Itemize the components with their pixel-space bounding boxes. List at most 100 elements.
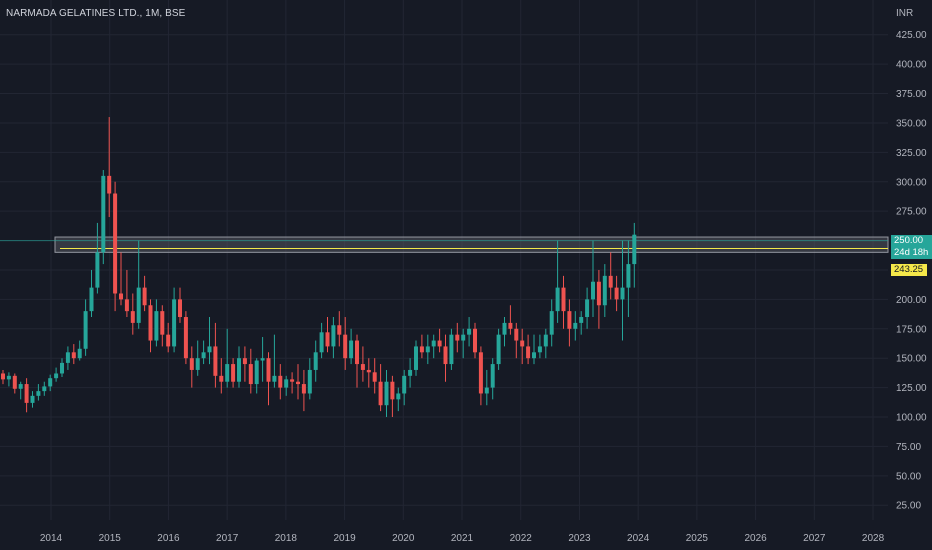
candle-body	[130, 311, 135, 323]
time-tick-label: 2018	[275, 533, 298, 544]
candle-body	[307, 369, 312, 394]
candle-body	[83, 311, 88, 349]
price-tick-label: 200.00	[896, 295, 927, 306]
candle-body	[290, 379, 295, 382]
candle-body	[195, 358, 200, 370]
candle-body	[378, 381, 383, 406]
candle-body	[254, 360, 259, 385]
candle-body	[443, 346, 448, 365]
candle-body	[579, 317, 584, 323]
candle-body	[496, 334, 501, 365]
price-tick-label: 75.00	[896, 442, 921, 453]
candle-body	[449, 334, 454, 365]
candle-body	[42, 386, 47, 392]
candle-body	[425, 346, 430, 353]
price-tick-label: 350.00	[896, 118, 927, 129]
candle-body	[248, 364, 253, 385]
candle-body	[142, 287, 147, 306]
candle-body	[561, 287, 566, 312]
price-tick-label: 275.00	[896, 207, 927, 218]
candle-body	[473, 328, 477, 353]
candle-body	[626, 264, 631, 288]
candle-body	[372, 372, 377, 382]
price-tick-label: 300.00	[896, 177, 927, 188]
price-tick-label: 125.00	[896, 383, 927, 394]
candle-body	[30, 395, 35, 403]
candle-body	[591, 281, 595, 300]
candle-body	[301, 384, 306, 394]
candle-body	[154, 311, 159, 341]
level-price-badge: 243.25	[891, 264, 927, 276]
time-tick-label: 2026	[744, 533, 767, 544]
candle-body	[520, 340, 525, 347]
candle-body	[166, 334, 171, 347]
time-tick-label: 2019	[333, 533, 356, 544]
candle-body	[36, 391, 41, 396]
candle-body	[160, 311, 165, 335]
price-zone-rectangle[interactable]	[54, 236, 889, 253]
candle-body	[549, 311, 554, 335]
candle-body	[384, 381, 389, 406]
symbol-title[interactable]: NARMADA GELATINES LTD., 1M, BSE	[6, 8, 186, 19]
price-tick-label: 425.00	[896, 30, 927, 41]
candle-body	[242, 358, 247, 365]
candle-body	[189, 358, 194, 370]
candle-body	[343, 334, 348, 359]
price-tick-label: 150.00	[896, 354, 927, 365]
time-tick-label: 2014	[40, 533, 63, 544]
candle-body	[54, 373, 59, 379]
time-tick-label: 2020	[392, 533, 415, 544]
candle-body	[349, 340, 354, 359]
price-tick-label: 25.00	[896, 501, 921, 512]
candle-body	[396, 393, 401, 400]
candle-body	[278, 375, 283, 388]
candle-body	[596, 281, 601, 306]
price-tick-label: 100.00	[896, 413, 927, 424]
candle-body	[402, 375, 407, 394]
candle-body	[555, 287, 560, 312]
time-tick-label: 2015	[99, 533, 122, 544]
candle-body	[124, 299, 129, 312]
time-axis[interactable]: 2014 2015 2016 2017 2018 2019 2020 2021 2022 2023…	[40, 533, 885, 544]
candle-body	[1, 373, 5, 380]
candle-body	[296, 381, 300, 385]
candle-body	[119, 293, 123, 300]
candle-body	[136, 287, 141, 323]
candle-body	[455, 334, 460, 341]
candle-body	[573, 322, 578, 329]
candle-body	[219, 375, 224, 382]
candle-body	[478, 352, 483, 394]
candle-body	[325, 332, 330, 347]
candle-body	[6, 375, 11, 380]
candle-body	[89, 287, 94, 312]
candle-body	[48, 378, 53, 387]
candle-body	[272, 375, 277, 382]
candle-body	[18, 384, 23, 389]
candle-body	[107, 175, 112, 194]
candle-body	[172, 299, 177, 347]
candle-body	[24, 384, 29, 403]
candle-body	[431, 340, 436, 347]
candle-body	[620, 287, 625, 300]
candle-body	[508, 322, 513, 329]
candle-body	[207, 346, 212, 353]
candle-body	[183, 317, 188, 359]
candle-body	[360, 364, 365, 370]
candles	[1, 117, 637, 417]
candle-body	[12, 375, 17, 389]
time-tick-label: 2028	[862, 533, 885, 544]
price-axis[interactable]: 425.00 400.00 375.00 350.00 325.00 300.00 275.…	[896, 30, 927, 512]
candle-body	[514, 328, 519, 341]
candle-body	[390, 381, 395, 400]
candle-body	[537, 346, 542, 353]
candle-body	[113, 193, 118, 294]
candle-body	[532, 352, 536, 359]
last-price-badge: 250.00	[891, 235, 932, 247]
candle-body	[567, 311, 572, 329]
candle-body	[266, 358, 271, 382]
candle-body	[490, 364, 495, 388]
candle-body	[319, 332, 324, 353]
time-tick-label: 2022	[510, 533, 533, 544]
grid	[0, 0, 888, 520]
